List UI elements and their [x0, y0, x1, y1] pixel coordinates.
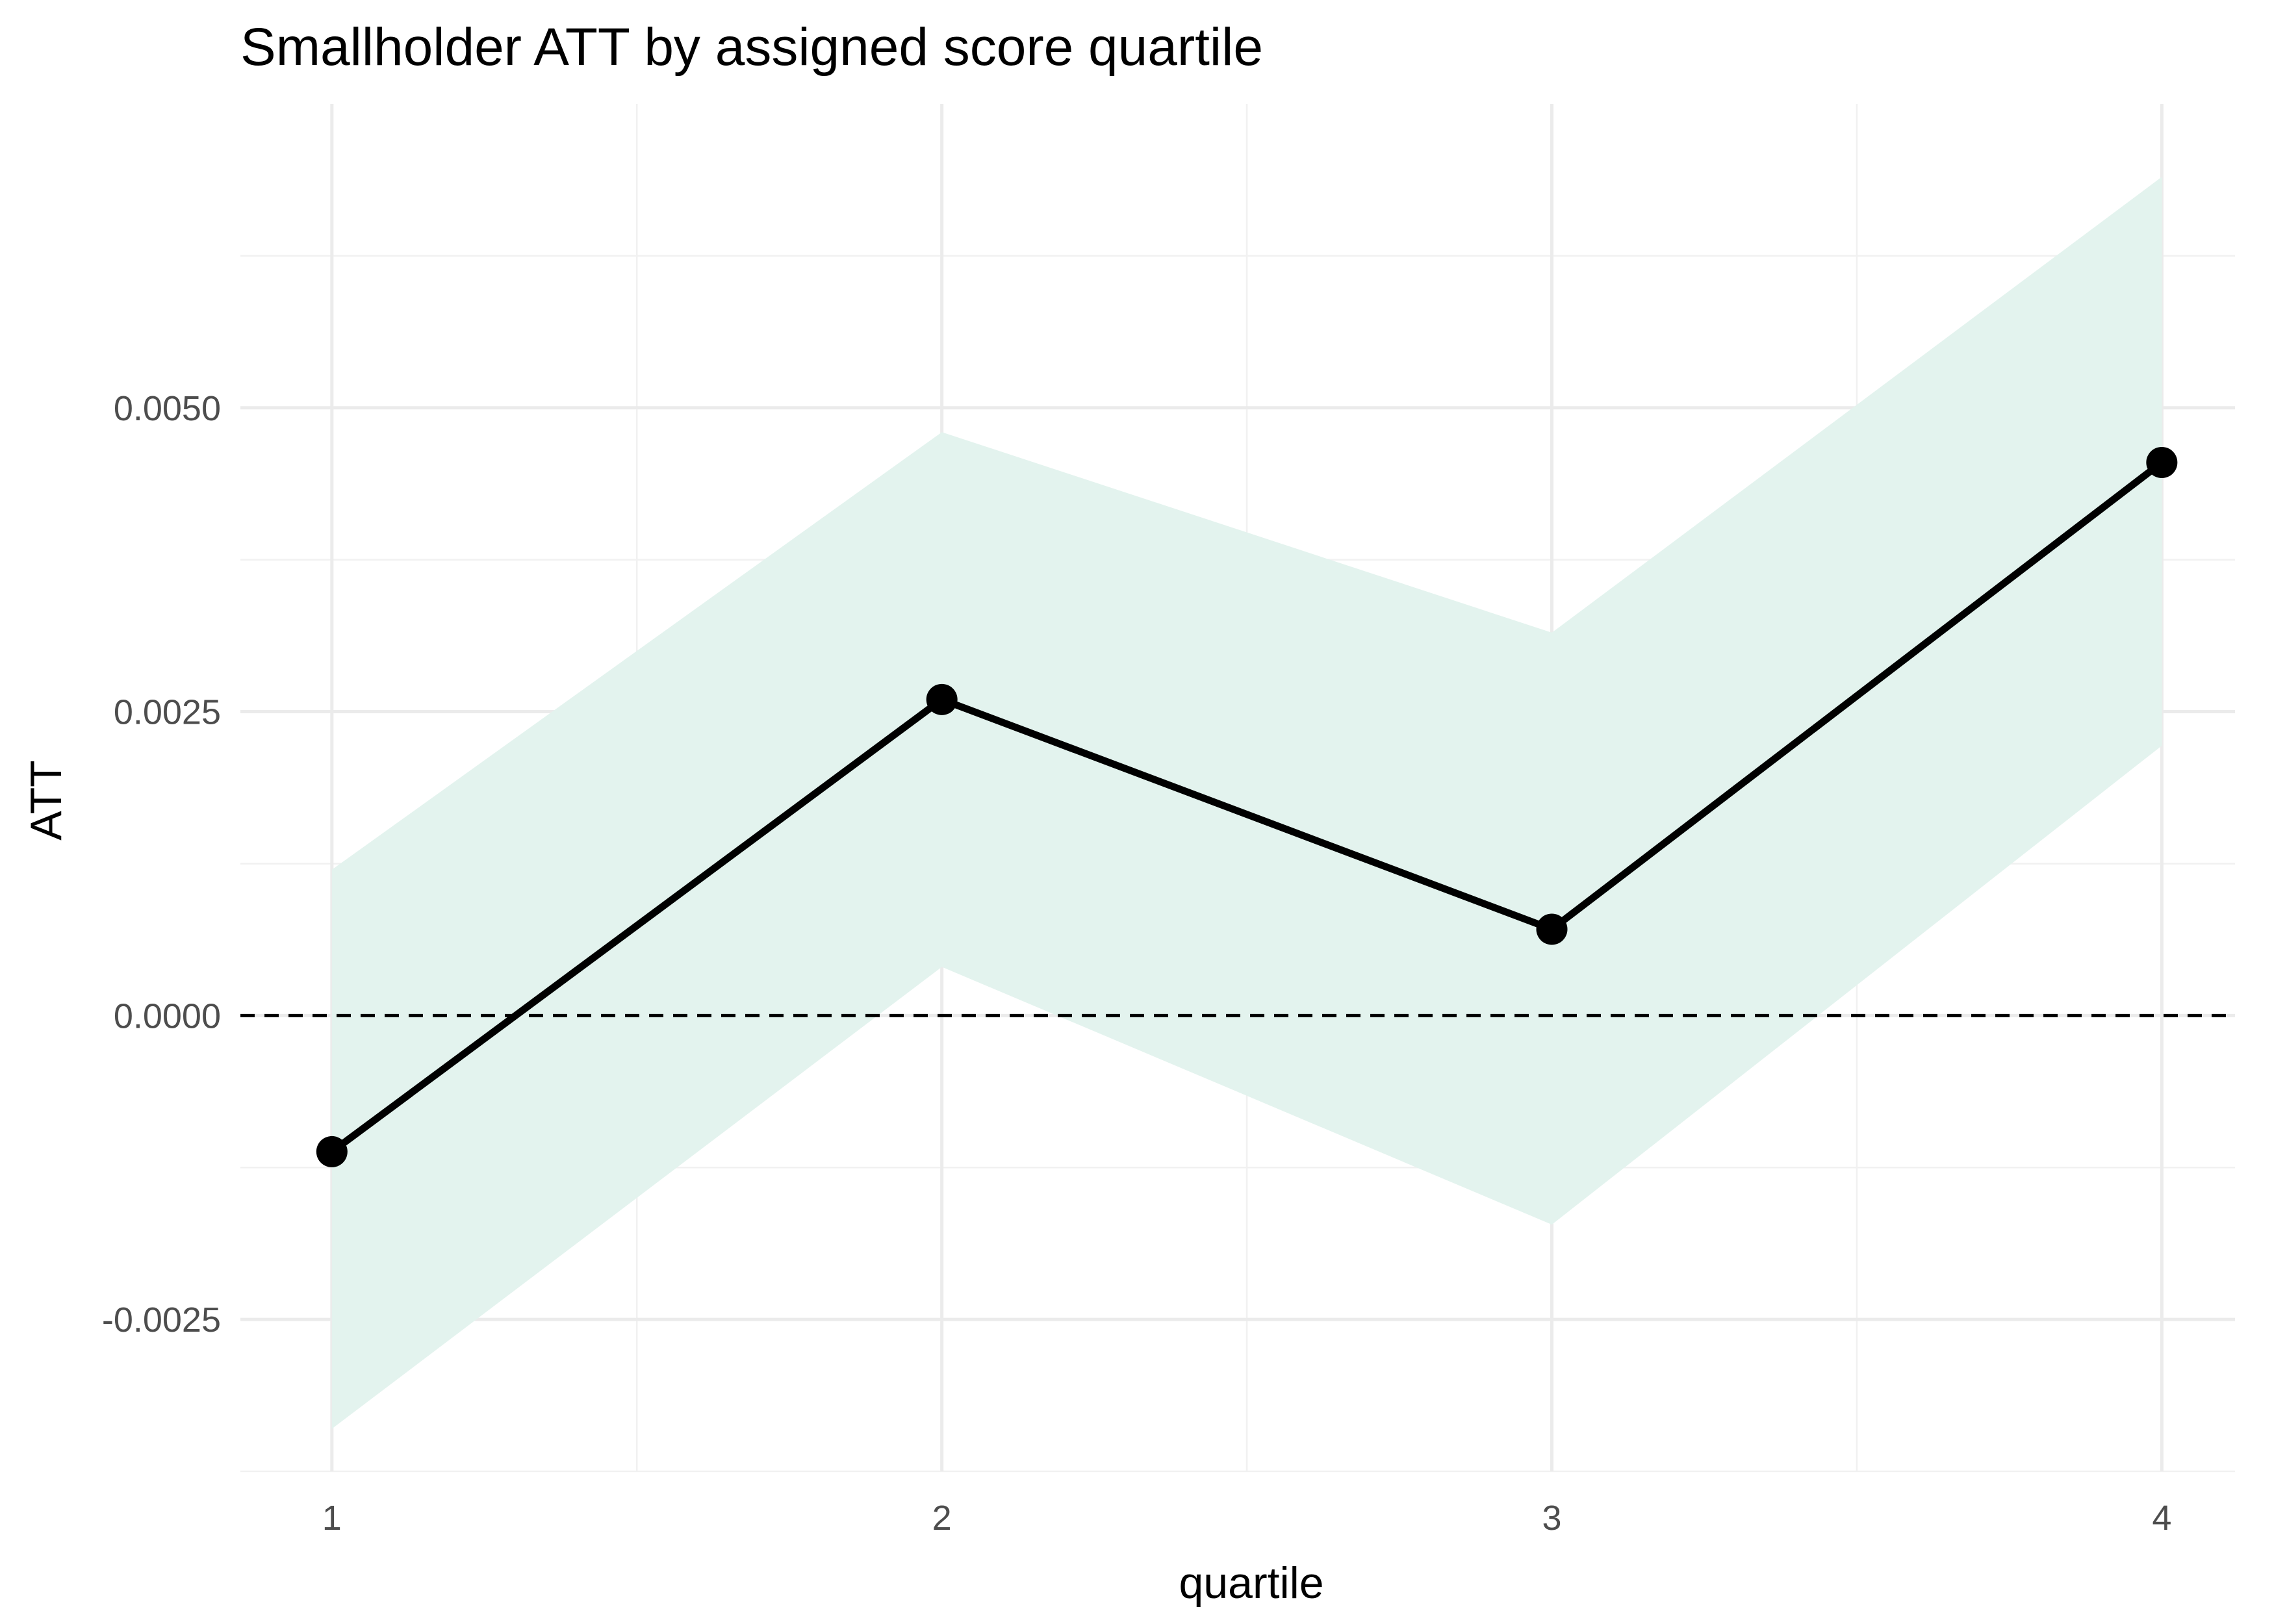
- y-tick-label: 0.0000: [114, 996, 221, 1035]
- line-layer: [328, 459, 2165, 1156]
- att-point: [316, 1136, 348, 1167]
- y-tick-label: -0.0025: [102, 1300, 221, 1339]
- y-tick-label: 0.0050: [114, 389, 221, 428]
- confidence-ribbon: [331, 177, 2162, 1429]
- ribbon-layer: [331, 177, 2162, 1429]
- att-series-line: [328, 459, 2165, 1156]
- att-point: [926, 683, 958, 715]
- chart-title: Smallholder ATT by assigned score quarti…: [240, 18, 1263, 77]
- x-tick-label: 2: [932, 1499, 952, 1538]
- att-point: [2146, 446, 2178, 478]
- y-tick-label: 0.0025: [114, 693, 221, 732]
- x-tick-label: 1: [322, 1499, 342, 1538]
- x-tick-label: 4: [2152, 1499, 2171, 1538]
- tick-layer: -0.0025 0.0000 0.0025 0.0050 1 2 3 4: [102, 389, 2172, 1538]
- att-point: [1536, 913, 1568, 945]
- y-axis-title: ATT: [21, 760, 71, 840]
- x-tick-label: 3: [1542, 1499, 1561, 1538]
- x-axis-title: quartile: [1179, 1558, 1323, 1608]
- point-layer: [316, 446, 2178, 1167]
